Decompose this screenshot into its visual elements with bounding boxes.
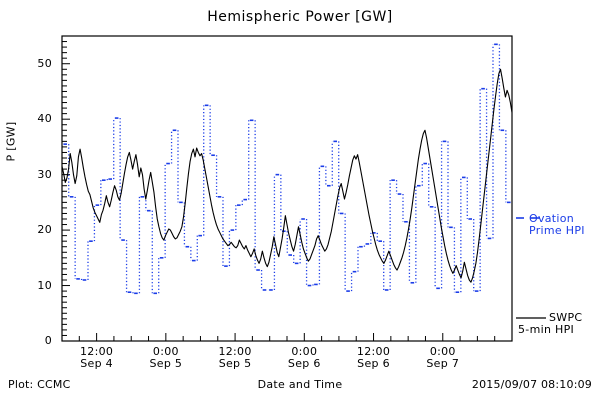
x-tick-date: Sep 7: [426, 357, 460, 370]
x-tick-label: 12:00 Sep 6: [334, 346, 414, 370]
legend-label-ovation: Ovation Prime HPI: [529, 213, 585, 237]
x-tick-date: Sep 6: [357, 357, 390, 370]
x-axis-label: Date and Time: [257, 378, 343, 391]
plot-frame: [61, 35, 513, 342]
y-tick-label: 0: [44, 334, 52, 347]
legend-ovation-line1: Ovation: [529, 212, 575, 225]
footer-timestamp: 2015/09/07 08:10:09: [471, 378, 592, 391]
x-tick-label: 0:00 Sep 6: [264, 346, 344, 370]
y-tick-label: 10: [37, 278, 52, 292]
x-tick-time: 0:00: [429, 345, 456, 358]
y-tick-label: 20: [37, 223, 52, 237]
x-tick-date: Sep 5: [218, 357, 252, 370]
x-tick-time: 0:00: [152, 345, 179, 358]
series-ovation-prime: [63, 43, 511, 295]
y-tick-label: 30: [37, 167, 52, 181]
legend-ovation-line2: Prime HPI: [529, 224, 585, 237]
x-tick-date: Sep 6: [287, 357, 321, 370]
x-tick-label: 0:00 Sep 5: [126, 346, 206, 370]
x-tick-label: 12:00 Sep 4: [57, 346, 137, 370]
y-tick-label: 50: [37, 56, 52, 70]
x-tick-label: 12:00 Sep 5: [195, 346, 275, 370]
legend-label-swpc: SWPC: [549, 312, 582, 324]
footer-credit: Plot: CCMC: [8, 378, 71, 391]
x-tick-date: Sep 4: [80, 357, 113, 370]
x-tick-time: 12:00: [218, 345, 252, 358]
x-tick-label: 0:00 Sep 7: [403, 346, 483, 370]
x-tick-time: 0:00: [291, 345, 318, 358]
legend-swpc-line2: 5-min HPI: [518, 323, 575, 336]
legend-swpc-line1: SWPC: [549, 311, 583, 324]
x-tick-time: 12:00: [356, 345, 391, 358]
page-title: Hemispheric Power [GW]: [207, 9, 393, 25]
legend-label-swpc-sub: 5-min HPI: [518, 324, 574, 336]
series-swpc-5min: [61, 68, 513, 283]
x-tick-date: Sep 5: [149, 357, 183, 370]
x-tick-time: 12:00: [80, 345, 114, 358]
y-tick-label: 40: [37, 112, 52, 126]
